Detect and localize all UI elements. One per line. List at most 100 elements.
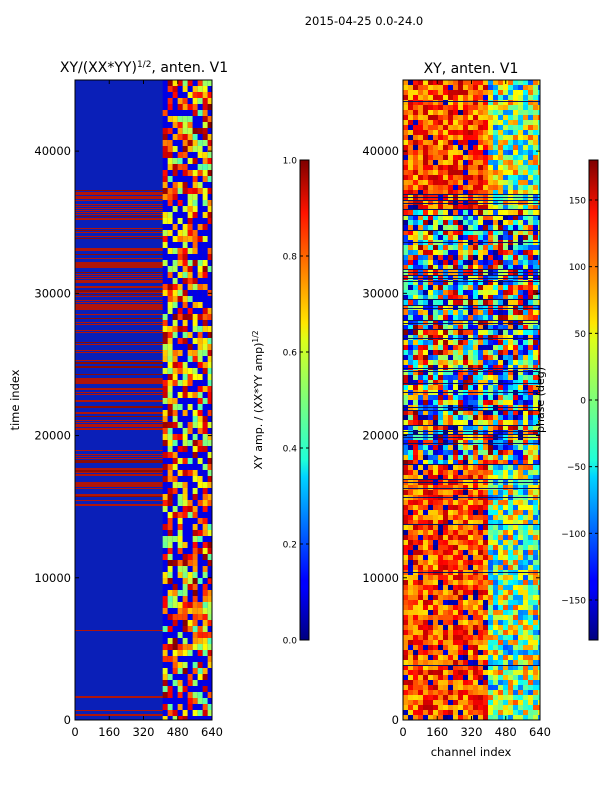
amp-cell: [177, 164, 183, 170]
phase-cell: [503, 505, 508, 510]
amp-cell: [187, 710, 193, 716]
phase-cell: [448, 430, 453, 435]
phase-cell: [523, 475, 528, 480]
amp-cell: [177, 446, 183, 452]
amp-cell: [167, 464, 173, 470]
phase-cell: [483, 105, 488, 110]
phase-cell: [448, 370, 453, 375]
phase-cell: [518, 455, 523, 460]
phase-cell: [508, 180, 513, 185]
phase-cell: [498, 455, 503, 460]
phase-cell: [408, 365, 413, 370]
phase-cell: [538, 185, 540, 190]
phase-cell: [413, 230, 418, 235]
phase-cell: [463, 310, 468, 315]
amp-cell: [187, 92, 193, 98]
amp-cell: [182, 266, 188, 272]
phase-cell: [498, 275, 503, 280]
phase-cell: [463, 595, 468, 600]
phase-cell: [443, 705, 448, 710]
phase-cell: [513, 470, 518, 475]
amp-cell: [177, 440, 183, 446]
phase-cell: [528, 440, 533, 445]
phase-cell: [413, 305, 418, 310]
phase-cell: [473, 365, 478, 370]
amp-cell: [207, 644, 212, 650]
amp-cell: [187, 656, 193, 662]
phase-cell: [453, 155, 458, 160]
phase-cell: [478, 655, 483, 660]
phase-cell: [508, 625, 513, 630]
phase-cell: [433, 545, 438, 550]
phase-cell: [498, 550, 503, 555]
phase-cell: [408, 500, 413, 505]
phase-cell: [513, 385, 518, 390]
phase-cell: [538, 455, 540, 460]
phase-cell: [448, 175, 453, 180]
phase-flag-line: [403, 209, 540, 210]
phase-cell: [408, 460, 413, 465]
phase-cell: [508, 620, 513, 625]
amp-cell: [192, 92, 198, 98]
amp-cell: [192, 122, 198, 128]
phase-panel-title: XY, anten. V1: [424, 61, 519, 77]
phase-cell: [458, 460, 463, 465]
phase-colorbar-tick-label: −150: [561, 597, 586, 607]
amp-cell: [207, 482, 212, 488]
amp-cell: [202, 170, 208, 176]
phase-cell: [508, 695, 513, 700]
phase-cell: [408, 550, 413, 555]
phase-cell: [413, 225, 418, 230]
amp-cell: [192, 344, 198, 350]
phase-cell: [493, 630, 498, 635]
phase-cell: [428, 680, 433, 685]
phase-cell: [533, 615, 538, 620]
phase-cell: [428, 210, 433, 215]
phase-cell: [518, 645, 523, 650]
phase-cell: [463, 515, 468, 520]
phase-cell: [518, 125, 523, 130]
phase-cell: [473, 145, 478, 150]
amp-cell: [177, 134, 183, 140]
phase-cell: [413, 295, 418, 300]
phase-cell: [438, 135, 443, 140]
phase-cell: [508, 490, 513, 495]
amp-cell: [182, 398, 188, 404]
phase-cell: [458, 420, 463, 425]
amp-cell: [202, 656, 208, 662]
amp-cell: [202, 200, 208, 206]
phase-cell: [413, 175, 418, 180]
phase-cell: [463, 165, 468, 170]
phase-cell: [523, 535, 528, 540]
amp-cell: [197, 524, 203, 530]
phase-cell: [468, 145, 473, 150]
phase-cell: [498, 295, 503, 300]
phase-cell: [458, 165, 463, 170]
phase-cell: [463, 530, 468, 535]
phase-cell: [453, 525, 458, 530]
phase-cell: [433, 210, 438, 215]
phase-cell: [473, 690, 478, 695]
phase-cell: [498, 385, 503, 390]
phase-cell: [483, 340, 488, 345]
phase-cell: [438, 575, 443, 580]
phase-cell: [403, 600, 408, 605]
amp-cell: [202, 260, 208, 266]
amp-cell: [177, 146, 183, 152]
phase-cell: [528, 295, 533, 300]
phase-cell: [463, 370, 468, 375]
phase-cell: [478, 485, 483, 490]
phase-cell: [403, 250, 408, 255]
phase-cell: [483, 685, 488, 690]
phase-cell: [428, 485, 433, 490]
phase-cell: [418, 545, 423, 550]
phase-cell: [448, 205, 453, 210]
phase-cell: [443, 125, 448, 130]
amp-flag-line: [75, 292, 212, 293]
phase-cell: [518, 205, 523, 210]
phase-cell: [488, 605, 493, 610]
amp-cell: [162, 434, 168, 440]
phase-cell: [433, 335, 438, 340]
phase-cell: [458, 215, 463, 220]
amp-cell: [202, 158, 208, 164]
